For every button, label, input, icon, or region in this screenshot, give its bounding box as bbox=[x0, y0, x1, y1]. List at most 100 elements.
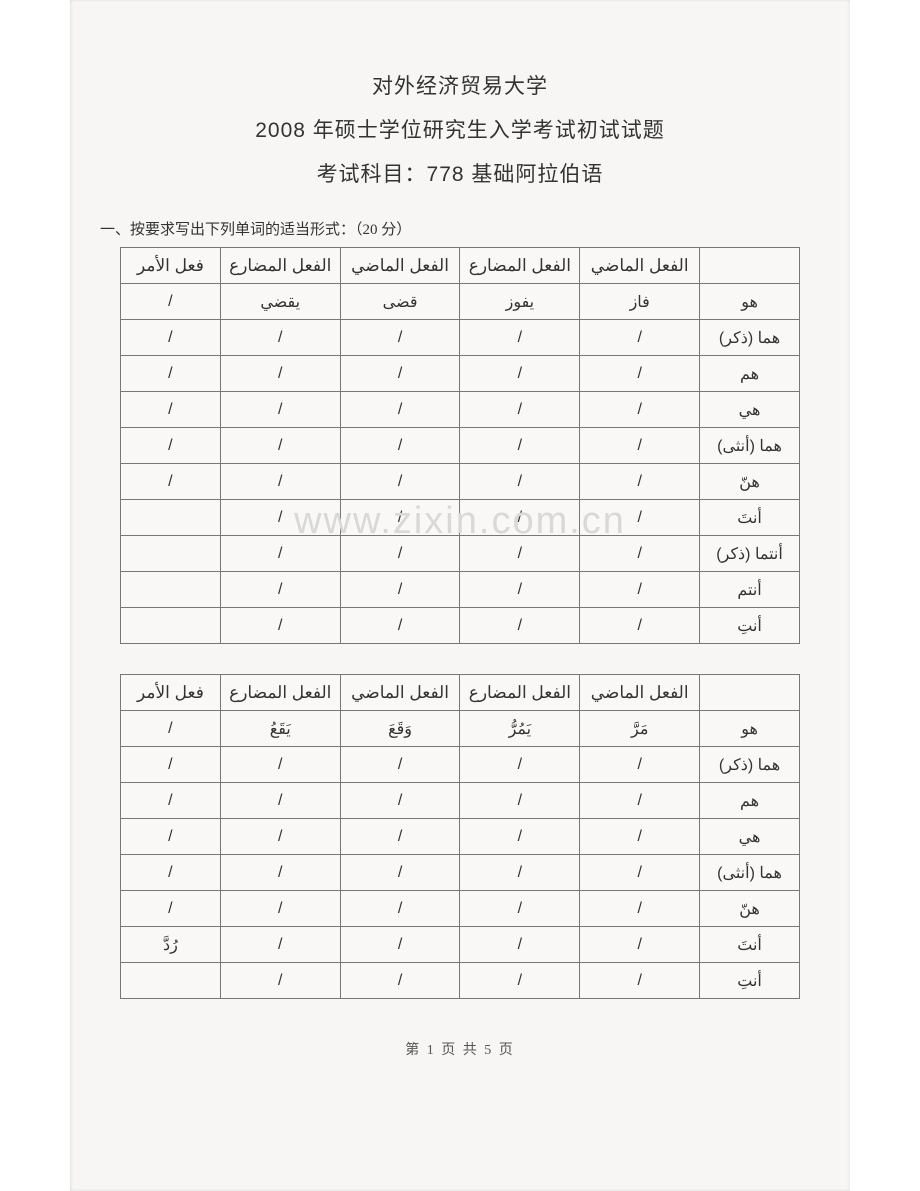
table-cell: / bbox=[460, 891, 580, 927]
table-cell: هي bbox=[700, 819, 800, 855]
table-cell: / bbox=[460, 536, 580, 572]
table-row: ////أنتم bbox=[121, 572, 800, 608]
table-cell: / bbox=[580, 356, 700, 392]
table-row: /////هم bbox=[121, 356, 800, 392]
table-cell: / bbox=[340, 747, 460, 783]
table-cell: / bbox=[580, 320, 700, 356]
title-block: 对外经济贸易大学 2008 年硕士学位研究生入学考试初试试题 考试科目：778 … bbox=[90, 70, 830, 188]
table-cell: / bbox=[340, 819, 460, 855]
table-cell: / bbox=[580, 392, 700, 428]
table-cell: / bbox=[460, 747, 580, 783]
table-cell: / bbox=[340, 320, 460, 356]
table-cell: هنّ bbox=[700, 464, 800, 500]
table-cell: / bbox=[460, 608, 580, 644]
table-cell: / bbox=[580, 500, 700, 536]
table-cell: / bbox=[580, 855, 700, 891]
table-cell: يفوز bbox=[460, 284, 580, 320]
table-cell: / bbox=[460, 819, 580, 855]
col-header bbox=[700, 675, 800, 711]
table-cell: / bbox=[580, 819, 700, 855]
table-cell: / bbox=[580, 464, 700, 500]
col-header: الفعل المضارع bbox=[460, 675, 580, 711]
table-cell: / bbox=[460, 963, 580, 999]
table-cell: / bbox=[460, 320, 580, 356]
table-cell: أنتم bbox=[700, 572, 800, 608]
table-cell bbox=[121, 572, 221, 608]
table-row: /////هم bbox=[121, 783, 800, 819]
table-cell: قضى bbox=[340, 284, 460, 320]
table-cell: / bbox=[340, 963, 460, 999]
table-cell: / bbox=[121, 392, 221, 428]
table-cell: / bbox=[220, 819, 340, 855]
table-cell: هو bbox=[700, 284, 800, 320]
table-cell: / bbox=[340, 572, 460, 608]
table-cell: أنتِ bbox=[700, 963, 800, 999]
table-cell: هما (ذكر) bbox=[700, 747, 800, 783]
table-cell: هم bbox=[700, 356, 800, 392]
table-cell: / bbox=[220, 500, 340, 536]
table-row: ////أنتِ bbox=[121, 963, 800, 999]
table-cell: / bbox=[121, 891, 221, 927]
table-cell: / bbox=[220, 428, 340, 464]
table-cell: / bbox=[121, 284, 221, 320]
table-cell: / bbox=[340, 356, 460, 392]
table-cell: / bbox=[340, 392, 460, 428]
table-row: ////أنتِ bbox=[121, 608, 800, 644]
table-cell: / bbox=[340, 464, 460, 500]
table-cell: رُدَّ bbox=[121, 927, 221, 963]
table-cell: / bbox=[220, 320, 340, 356]
table-cell: مَرَّ bbox=[580, 711, 700, 747]
table-cell: / bbox=[340, 608, 460, 644]
col-header: الفعل الماضي bbox=[340, 675, 460, 711]
table-row: /يَقَعُوَقَعَيَمُرُّمَرَّهو bbox=[121, 711, 800, 747]
table-cell: / bbox=[220, 855, 340, 891]
col-header: فعل الأمر bbox=[121, 675, 221, 711]
table-cell: أنتَ bbox=[700, 500, 800, 536]
table-cell: / bbox=[460, 855, 580, 891]
table-header-row: فعل الأمر الفعل المضارع الفعل الماضي الف… bbox=[121, 248, 800, 284]
table-cell: / bbox=[580, 608, 700, 644]
table-cell: / bbox=[121, 320, 221, 356]
table-row: /////هما (ذكر) bbox=[121, 747, 800, 783]
col-header: الفعل المضارع bbox=[220, 248, 340, 284]
table-cell: / bbox=[340, 428, 460, 464]
table-cell: هما (ذكر) bbox=[700, 320, 800, 356]
table-cell: / bbox=[121, 855, 221, 891]
table-cell: / bbox=[460, 356, 580, 392]
table-cell: / bbox=[220, 536, 340, 572]
table-row: /يقضيقضىيفوزفازهو bbox=[121, 284, 800, 320]
university-name: 对外经济贸易大学 bbox=[90, 70, 830, 100]
table-cell: هم bbox=[700, 783, 800, 819]
table-body-1: /يقضيقضىيفوزفازهو/////هما (ذكر)/////هم//… bbox=[121, 284, 800, 644]
table-cell: أنتما (ذكر) bbox=[700, 536, 800, 572]
table-cell: هنّ bbox=[700, 891, 800, 927]
table-cell: أنتِ bbox=[700, 608, 800, 644]
table-cell: هما (أنثى) bbox=[700, 428, 800, 464]
table-row: /////هما (أنثى) bbox=[121, 855, 800, 891]
table-cell: / bbox=[121, 819, 221, 855]
table-cell: / bbox=[580, 783, 700, 819]
table-cell: أنتَ bbox=[700, 927, 800, 963]
table-cell bbox=[121, 500, 221, 536]
table-cell: / bbox=[340, 891, 460, 927]
table-cell: / bbox=[580, 428, 700, 464]
col-header: الفعل المضارع bbox=[220, 675, 340, 711]
table-cell: / bbox=[580, 572, 700, 608]
section-1-title: 一、按要求写出下列单词的适当形式：（20 分） bbox=[100, 218, 830, 239]
table-row: /////هما (أنثى) bbox=[121, 428, 800, 464]
table-cell: / bbox=[580, 536, 700, 572]
table-cell: / bbox=[340, 500, 460, 536]
table-cell: / bbox=[460, 464, 580, 500]
table-cell bbox=[121, 963, 221, 999]
table-row: رُدَّ////أنتَ bbox=[121, 927, 800, 963]
table-cell: هما (أنثى) bbox=[700, 855, 800, 891]
col-header: الفعل الماضي bbox=[340, 248, 460, 284]
table-cell: / bbox=[220, 356, 340, 392]
table-cell: يقضي bbox=[220, 284, 340, 320]
table-cell: / bbox=[220, 891, 340, 927]
table-cell: / bbox=[580, 891, 700, 927]
table-cell: / bbox=[220, 608, 340, 644]
table-cell: / bbox=[121, 428, 221, 464]
table-cell: / bbox=[460, 392, 580, 428]
table-cell: هي bbox=[700, 392, 800, 428]
